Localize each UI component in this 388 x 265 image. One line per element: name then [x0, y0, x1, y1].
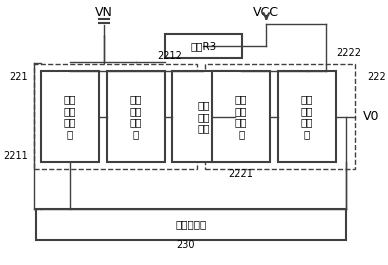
Bar: [34, 64, 197, 169]
Bar: [278, 71, 336, 162]
Text: VN: VN: [95, 6, 113, 19]
Text: 电阵R3: 电阵R3: [190, 41, 217, 51]
Bar: [41, 71, 99, 162]
Bar: [36, 209, 346, 240]
Text: 第四
三极
管单
元: 第四 三极 管单 元: [301, 94, 313, 139]
Text: 2212: 2212: [157, 51, 182, 61]
Bar: [212, 71, 270, 162]
Text: 第三
三极
管单
元: 第三 三极 管单 元: [235, 94, 248, 139]
Text: 2222: 2222: [336, 48, 361, 58]
Text: 电流阱模块: 电流阱模块: [175, 219, 206, 229]
Text: 2221: 2221: [229, 169, 254, 179]
Bar: [165, 34, 242, 58]
Text: 222: 222: [367, 72, 386, 82]
Text: 230: 230: [177, 240, 195, 250]
Text: VCC: VCC: [253, 6, 279, 19]
Text: 第二
三极
管单
元: 第二 三极 管单 元: [129, 94, 142, 139]
Text: V0: V0: [363, 110, 380, 123]
Text: 电流
偏置
模块: 电流 偏置 模块: [197, 100, 210, 133]
Bar: [107, 71, 165, 162]
Text: 221: 221: [10, 72, 28, 82]
Bar: [205, 64, 355, 169]
Bar: [172, 71, 236, 162]
Text: 第一
三极
管单
元: 第一 三极 管单 元: [64, 94, 76, 139]
Text: 2211: 2211: [3, 151, 28, 161]
